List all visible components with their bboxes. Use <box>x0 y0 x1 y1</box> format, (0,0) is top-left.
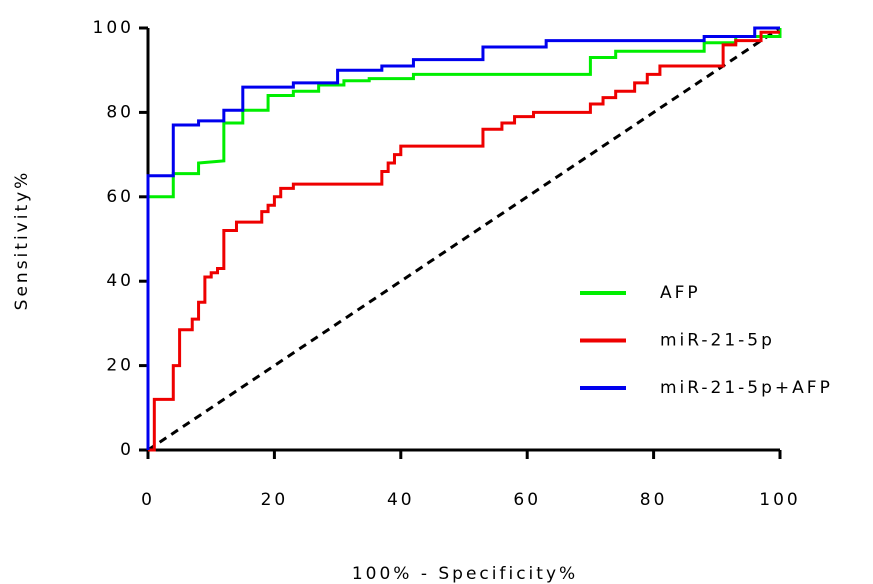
legend-label: miR-21-5p <box>660 331 775 351</box>
y-tick-label: 40 <box>106 271 134 291</box>
y-tick-label: 0 <box>120 440 134 460</box>
x-tick-label: 100 <box>759 490 800 510</box>
x-tick-label: 80 <box>640 490 668 510</box>
y-tick-label: 80 <box>106 102 134 122</box>
x-tick-label: 0 <box>141 490 155 510</box>
x-tick-label: 60 <box>513 490 541 510</box>
y-tick-label: 60 <box>106 187 134 207</box>
legend-label: miR-21-5p+AFP <box>660 378 833 398</box>
x-axis-label: 100% - Specificity% <box>352 564 578 584</box>
y-tick-label: 20 <box>106 356 134 376</box>
legend-label: AFP <box>660 283 701 303</box>
x-tick-label: 20 <box>261 490 289 510</box>
x-tick-label: 40 <box>387 490 415 510</box>
y-axis-label: Sensitivity% <box>12 170 32 311</box>
y-tick-label: 100 <box>93 18 134 38</box>
